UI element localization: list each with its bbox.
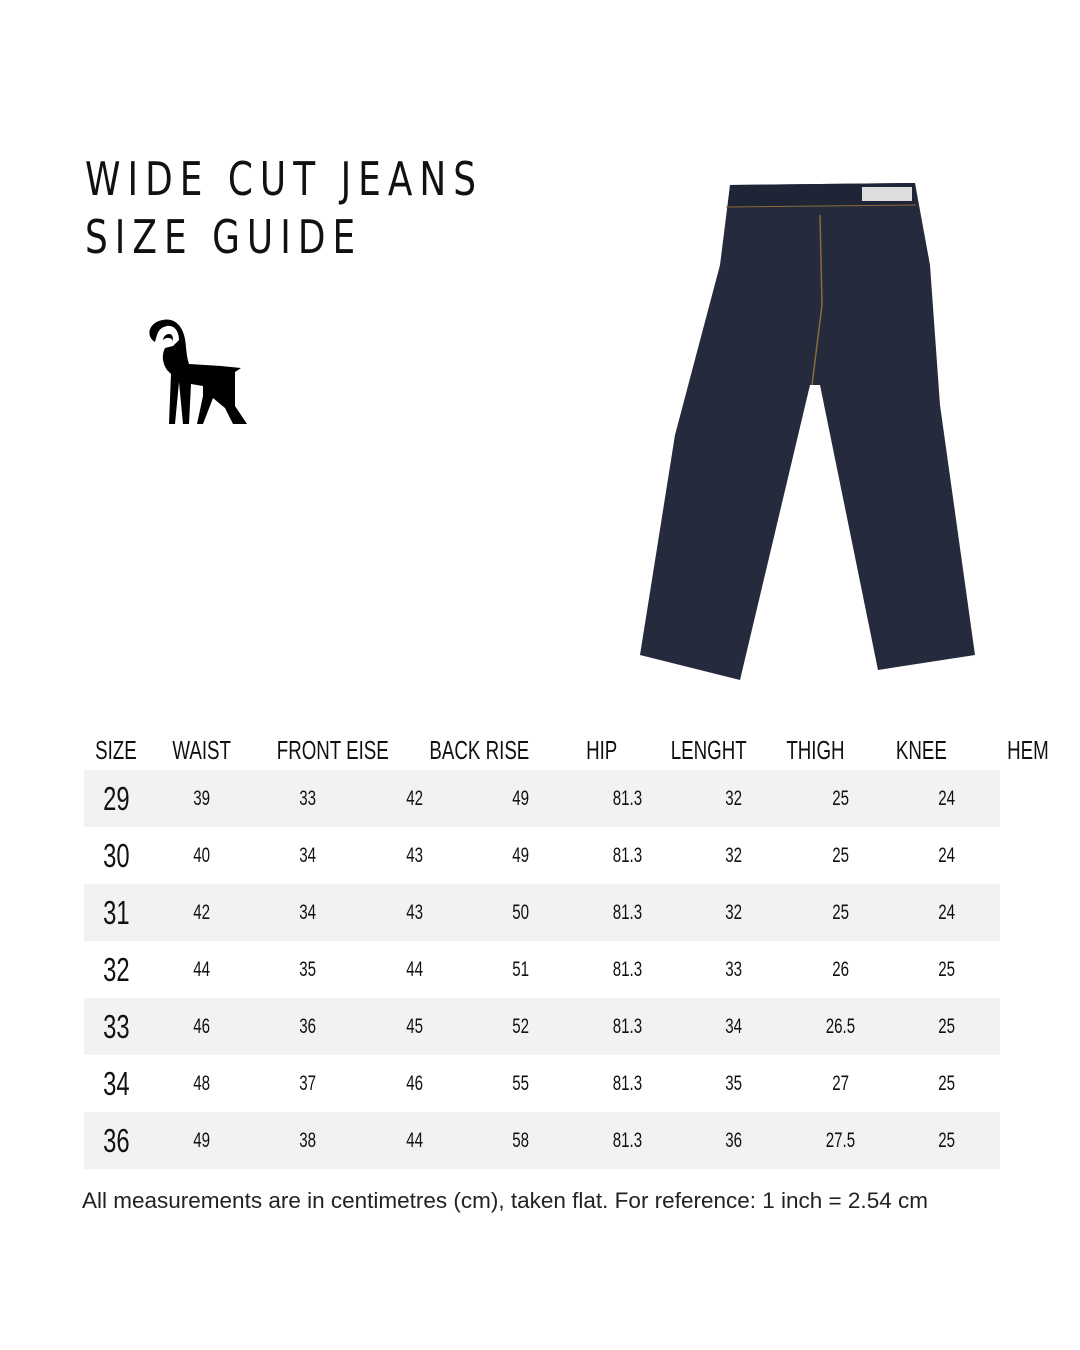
measurement-cell: 52 [512, 1014, 530, 1038]
header-cell: SIZE [95, 734, 137, 765]
measurement-cell: 25 [831, 843, 849, 867]
measurement-cell: 43 [405, 900, 423, 924]
measurement-cell: 25 [831, 786, 849, 810]
measurement-note: All measurements are in centimetres (cm)… [82, 1188, 928, 1213]
measurement-cell: 81.3 [612, 957, 642, 981]
measurement-cell: 25 [938, 1128, 956, 1152]
measurement-cell: 24 [938, 900, 956, 924]
header-cell: WAIST [171, 734, 231, 765]
table-row: 36 49 38 44 58 81.3 36 27.5 25 [84, 1112, 1000, 1169]
measurement-cell: 27.5 [825, 1128, 855, 1152]
measurement-cell: 24 [938, 843, 956, 867]
measurement-cell: 44 [405, 1128, 423, 1152]
measurement-cell: 34 [299, 900, 317, 924]
table-row: 30 40 34 43 49 81.3 32 25 24 [84, 827, 1000, 884]
measurement-cell: 81.3 [612, 786, 642, 810]
size-table: SIZE WAIST FRONT EISE BACK RISE HIP LENG… [84, 730, 1049, 1169]
measurement-cell: 49 [512, 786, 530, 810]
header-cell: LENGHT [670, 734, 747, 765]
table-row: 32 44 35 44 51 81.3 33 26 25 [84, 941, 1000, 998]
measurement-cell: 24 [938, 786, 956, 810]
measurement-cell: 34 [725, 1014, 743, 1038]
table-row: 34 48 37 46 55 81.3 35 27 25 [84, 1055, 1000, 1112]
header-cell: HEM [1007, 734, 1049, 765]
title-line-2: SIZE GUIDE [85, 210, 363, 264]
measurement-cell: 36 [725, 1128, 743, 1152]
measurement-cell: 35 [299, 957, 317, 981]
header-cell: BACK RISE [429, 734, 530, 765]
measurement-cell: 50 [512, 900, 530, 924]
size-cell: 33 [102, 1007, 130, 1045]
table-row: 31 42 34 43 50 81.3 32 25 24 [84, 884, 1000, 941]
measurement-cell: 32 [725, 786, 743, 810]
measurement-cell: 26 [831, 957, 849, 981]
measurement-cell: 33 [725, 957, 743, 981]
measurement-cell: 81.3 [612, 900, 642, 924]
measurement-cell: 44 [405, 957, 423, 981]
measurement-cell: 34 [299, 843, 317, 867]
measurement-cell: 49 [512, 843, 530, 867]
size-cell: 36 [102, 1121, 130, 1159]
title-line-1: WIDE CUT JEANS [85, 152, 484, 206]
size-cell: 30 [102, 836, 130, 874]
header-cell: HIP [586, 734, 618, 765]
measurement-cell: 32 [725, 900, 743, 924]
size-cell: 29 [102, 779, 130, 817]
header-cell: KNEE [896, 734, 948, 765]
measurement-cell: 81.3 [612, 1128, 642, 1152]
measurement-cell: 27 [831, 1071, 849, 1095]
measurement-cell: 33 [299, 786, 317, 810]
measurement-cell: 46 [192, 1014, 210, 1038]
table-row: 29 39 33 42 49 81.3 32 25 24 [84, 770, 1000, 827]
table-row: 33 46 36 45 52 81.3 34 26.5 25 [84, 998, 1000, 1055]
header-cell: THIGH [785, 734, 845, 765]
measurement-cell: 38 [299, 1128, 317, 1152]
measurement-cell: 46 [405, 1071, 423, 1095]
measurement-cell: 44 [192, 957, 210, 981]
measurement-cell: 42 [405, 786, 423, 810]
header-cell: FRONT EISE [276, 734, 389, 765]
measurement-cell: 35 [725, 1071, 743, 1095]
measurement-cell: 58 [512, 1128, 530, 1152]
measurement-cell: 36 [299, 1014, 317, 1038]
measurement-cell: 42 [192, 900, 210, 924]
measurement-cell: 49 [192, 1128, 210, 1152]
measurement-cell: 25 [938, 1071, 956, 1095]
ibex-goat-icon [149, 319, 247, 424]
measurement-cell: 32 [725, 843, 743, 867]
size-cell: 34 [102, 1064, 130, 1102]
measurement-cell: 43 [405, 843, 423, 867]
measurement-cell: 25 [938, 1014, 956, 1038]
measurement-cell: 81.3 [612, 1014, 642, 1038]
measurement-cell: 25 [938, 957, 956, 981]
measurement-cell: 55 [512, 1071, 530, 1095]
jeans-product-image [640, 183, 975, 680]
measurement-cell: 26.5 [825, 1014, 855, 1038]
measurement-cell: 39 [192, 786, 210, 810]
table-header-row: SIZE WAIST FRONT EISE BACK RISE HIP LENG… [84, 730, 1049, 770]
measurement-cell: 48 [192, 1071, 210, 1095]
measurement-cell: 40 [192, 843, 210, 867]
measurement-cell: 37 [299, 1071, 317, 1095]
measurement-cell: 81.3 [612, 843, 642, 867]
measurement-cell: 45 [405, 1014, 423, 1038]
measurement-cell: 25 [831, 900, 849, 924]
size-cell: 31 [102, 893, 130, 931]
size-cell: 32 [102, 950, 130, 988]
measurement-cell: 51 [512, 957, 530, 981]
measurement-cell: 81.3 [612, 1071, 642, 1095]
